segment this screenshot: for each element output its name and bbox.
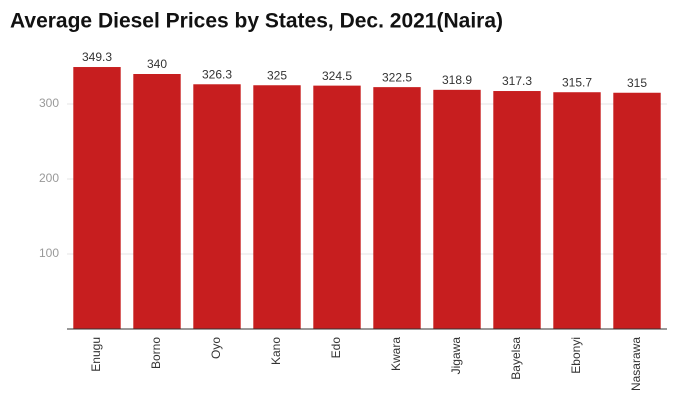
bar: [133, 74, 181, 329]
value-label: 318.9: [442, 73, 472, 87]
x-tick-label: Bayelsa: [509, 337, 523, 380]
x-tick-label: Jigawa: [449, 337, 463, 375]
y-tick-label: 200: [39, 171, 59, 185]
value-label: 326.3: [202, 67, 232, 81]
bar: [313, 85, 361, 329]
value-label: 325: [267, 68, 287, 82]
x-tick-label: Ebonyi: [569, 337, 583, 374]
value-label: 317.3: [502, 74, 532, 88]
x-tick-label: Nasarawa: [629, 337, 643, 391]
x-tick-label: Enugu: [89, 337, 103, 372]
bar: [433, 89, 481, 329]
bar: [493, 91, 541, 330]
bar: [613, 92, 661, 329]
bar: [553, 92, 601, 329]
value-label: 340: [147, 57, 167, 71]
value-label: 315.7: [562, 75, 592, 89]
bar: [253, 85, 301, 329]
bar: [373, 87, 421, 329]
value-label: 349.3: [82, 50, 112, 64]
bar: [73, 67, 121, 330]
y-tick-label: 300: [39, 96, 59, 110]
x-tick-label: Oyo: [209, 337, 223, 359]
chart-title: Average Diesel Prices by States, Dec. 20…: [10, 10, 503, 33]
bar: [193, 84, 241, 330]
x-tick-label: Edo: [329, 337, 343, 359]
x-tick-label: Kano: [269, 337, 283, 365]
y-tick-label: 100: [39, 246, 59, 260]
value-label: 322.5: [382, 70, 412, 84]
value-label: 324.5: [322, 69, 352, 83]
value-label: 315: [627, 76, 647, 90]
x-tick-label: Borno: [149, 337, 163, 369]
x-tick-label: Kwara: [389, 337, 403, 371]
